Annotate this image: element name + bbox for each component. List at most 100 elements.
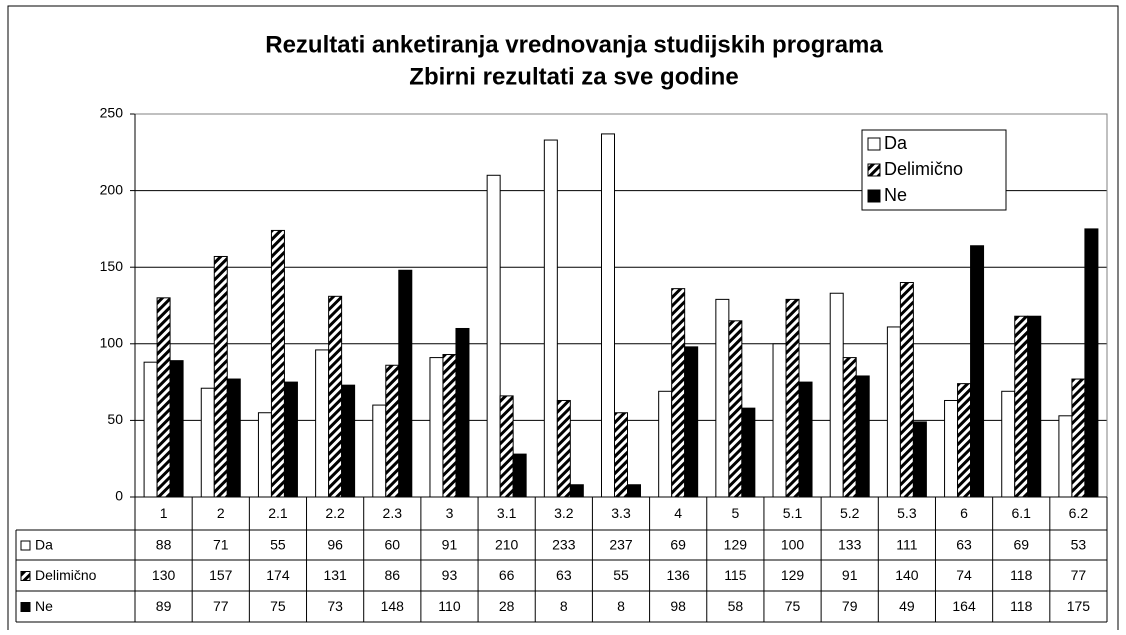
bar	[899, 282, 914, 498]
bar	[543, 139, 558, 498]
table-cell: 60	[385, 537, 401, 553]
bar	[798, 381, 813, 498]
bar	[658, 390, 673, 498]
bar	[372, 404, 387, 498]
bar	[499, 395, 514, 498]
legend-key	[867, 137, 881, 151]
table-cell: 71	[213, 537, 229, 553]
table-cell: 49	[899, 598, 915, 614]
table-cell: 130	[152, 567, 176, 583]
table-cell: 55	[613, 567, 629, 583]
bar	[283, 381, 298, 498]
bar	[512, 453, 527, 498]
bar	[772, 343, 787, 498]
bar	[741, 407, 756, 498]
table-cell: 75	[270, 598, 286, 614]
bar	[156, 297, 171, 498]
table-cell: 111	[896, 537, 917, 553]
table-cell: 100	[781, 537, 805, 553]
legend-label: Da	[884, 133, 908, 153]
bar	[1084, 228, 1099, 498]
x-tick-label: 3.3	[611, 505, 631, 521]
table-cell: 136	[666, 567, 690, 583]
table-cell: 96	[327, 537, 343, 553]
table-row-label: Delimično	[35, 567, 97, 583]
x-tick-label: 3.2	[554, 505, 574, 521]
legend-label: Delimično	[884, 159, 963, 179]
table-cell: 148	[381, 598, 405, 614]
bar	[486, 174, 501, 498]
table-cell: 63	[556, 567, 572, 583]
legend-key	[867, 163, 881, 177]
table-cell: 69	[670, 537, 686, 553]
table-cell: 53	[1071, 537, 1087, 553]
bar	[213, 255, 228, 498]
bar	[226, 378, 241, 498]
table-cell: 91	[442, 537, 458, 553]
table-cell: 89	[156, 598, 172, 614]
x-tick-label: 3	[446, 505, 454, 521]
table-cell: 174	[266, 567, 290, 583]
bar	[442, 354, 457, 498]
table-cell: 74	[956, 567, 972, 583]
table-cell: 28	[499, 598, 515, 614]
y-tick-label: 150	[100, 258, 124, 274]
table-cell: 237	[609, 537, 633, 553]
bar	[829, 292, 844, 498]
x-tick-label: 2.1	[268, 505, 288, 521]
bar	[855, 375, 870, 498]
bar	[886, 326, 901, 498]
table-cell: 8	[617, 598, 625, 614]
table-cell: 118	[1010, 567, 1033, 583]
y-tick-label: 0	[115, 488, 123, 504]
table-cell: 115	[724, 567, 747, 583]
bar	[200, 387, 215, 498]
y-tick-label: 200	[100, 181, 124, 197]
x-tick-label: 5.2	[840, 505, 860, 521]
bar	[957, 383, 972, 498]
table-cell: 133	[838, 537, 862, 553]
bar	[455, 327, 470, 498]
table-cell: 63	[956, 537, 972, 553]
bar	[684, 346, 699, 498]
table-cell: 210	[495, 537, 519, 553]
x-tick-label: 4	[674, 505, 682, 521]
y-tick-label: 50	[107, 411, 123, 427]
bar	[315, 349, 330, 498]
legend-key	[867, 189, 881, 203]
x-tick-label: 1	[160, 505, 168, 521]
bar	[556, 399, 571, 498]
x-tick-label: 2.2	[325, 505, 345, 521]
table-legend-key	[20, 602, 31, 612]
bar	[328, 295, 343, 498]
x-tick-label: 5	[731, 505, 739, 521]
table-cell: 129	[724, 537, 748, 553]
bar	[1014, 315, 1029, 498]
y-tick-label: 100	[100, 335, 124, 351]
table-cell: 233	[552, 537, 576, 553]
bar	[1027, 315, 1042, 498]
legend-box	[861, 129, 1007, 211]
table-row-label: Da	[35, 537, 53, 553]
table-cell: 77	[1071, 567, 1087, 583]
table-cell: 93	[442, 567, 458, 583]
bar	[569, 484, 584, 498]
bar	[1058, 415, 1073, 498]
bar	[912, 421, 927, 498]
table-row-label: Ne	[35, 598, 53, 614]
y-tick-label: 250	[100, 105, 124, 121]
bar	[398, 269, 413, 498]
bar	[715, 298, 730, 498]
table-legend-key	[20, 571, 31, 581]
x-tick-label: 5.1	[783, 505, 803, 521]
x-tick-label: 3.1	[497, 505, 517, 521]
bar	[341, 384, 356, 498]
table-cell: 91	[842, 567, 858, 583]
table-cell: 86	[385, 567, 401, 583]
bar	[627, 484, 641, 498]
bar	[257, 412, 272, 498]
table-cell: 157	[209, 567, 233, 583]
table-cell: 79	[842, 598, 858, 614]
table-cell: 73	[327, 598, 343, 614]
